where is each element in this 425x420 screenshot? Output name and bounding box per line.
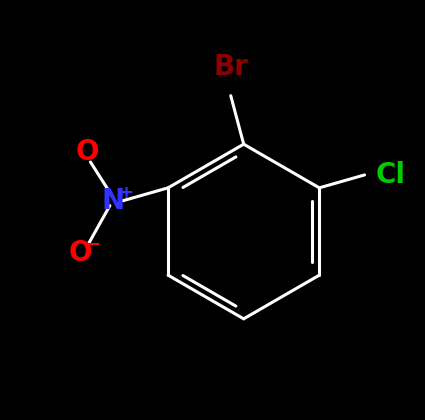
Text: +: + [118,184,133,202]
Text: Br: Br [213,53,248,81]
Text: Cl: Cl [376,161,406,189]
Text: O: O [69,239,93,267]
Text: O: O [76,138,99,166]
Text: N: N [102,187,125,215]
Text: −: − [85,236,101,253]
